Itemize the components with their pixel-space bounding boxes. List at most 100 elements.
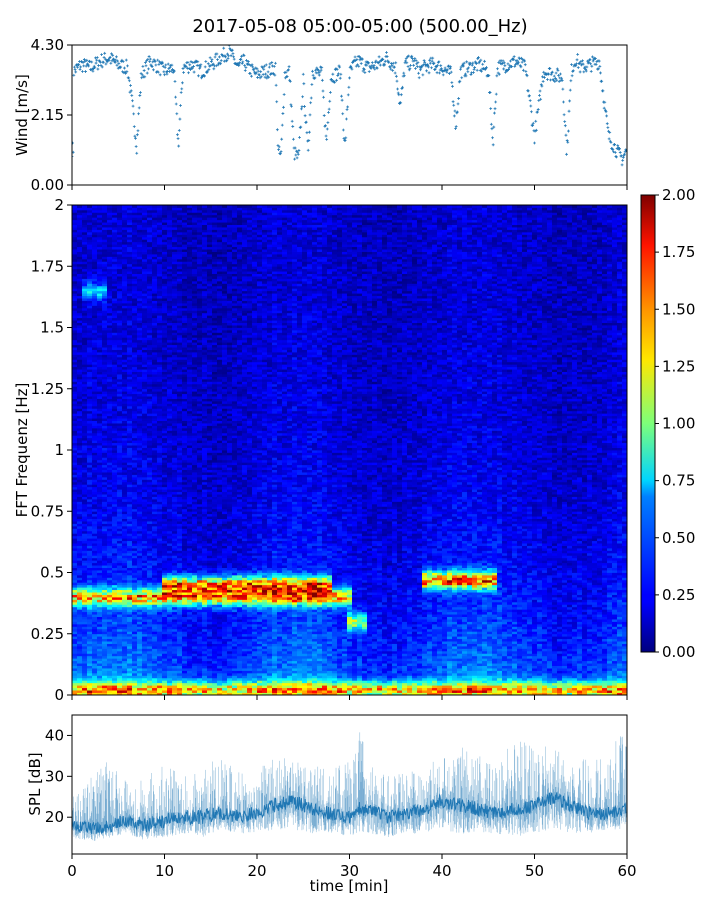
spectrogram-cell <box>147 347 153 350</box>
wind-point <box>375 66 379 70</box>
spectrogram-cell <box>77 486 83 490</box>
spectrogram-cell <box>102 261 108 265</box>
spectrogram-cell <box>152 623 158 627</box>
wind-point <box>414 59 418 63</box>
wind-point <box>299 125 303 129</box>
spectrogram-cell <box>127 349 133 353</box>
wind-point <box>259 70 263 74</box>
spectrogram-cell <box>147 599 153 603</box>
spectrogram-cell <box>157 518 163 522</box>
spectrogram-cell <box>77 207 83 211</box>
wind-point <box>468 61 472 65</box>
wind-point <box>336 74 340 77</box>
spectrogram-cell <box>137 322 143 326</box>
spectrogram-cell <box>117 430 123 434</box>
spectrogram-cell <box>152 356 158 360</box>
spectrogram-cell <box>167 420 173 424</box>
spectrogram-cell <box>137 423 143 426</box>
spectrogram-cell <box>102 565 108 568</box>
spectrogram-cell <box>162 521 168 524</box>
spectrogram-cell <box>152 692 158 695</box>
spectrogram-cell <box>147 229 153 233</box>
spectrogram-cell <box>117 570 123 573</box>
spectrogram-cell <box>152 278 158 282</box>
spectrogram-cell <box>162 413 168 417</box>
spectrogram-cell <box>167 298 173 301</box>
spectrogram-cell <box>72 496 78 500</box>
spectrogram-cell <box>142 401 148 404</box>
spectrogram-cell <box>162 685 168 689</box>
spectrogram-cell <box>117 562 123 566</box>
spectrogram-cell <box>122 641 128 644</box>
spectrogram-cell <box>82 327 88 331</box>
spectrogram-cell <box>132 479 138 483</box>
spectrogram-cell <box>122 623 128 627</box>
wind-point <box>501 61 504 65</box>
spectrogram-cell <box>152 550 158 554</box>
spectrogram-cell <box>117 675 123 679</box>
spectrogram-cell <box>152 268 158 272</box>
spectrogram-cell <box>132 359 138 363</box>
spectrogram-cell <box>132 224 138 228</box>
spectrogram-cell <box>142 680 148 684</box>
spectrogram-cell <box>132 268 138 272</box>
spectrogram-cell <box>77 276 83 279</box>
spectrogram-cell <box>77 300 83 304</box>
spectrogram-cell <box>97 675 103 679</box>
spectrogram-cell <box>97 283 103 287</box>
spectrogram-cell <box>157 359 163 363</box>
spectrogram-cell <box>107 653 113 657</box>
spectrogram-cell <box>97 604 103 608</box>
spectrogram-cell <box>72 354 78 358</box>
spectrogram-cell <box>142 347 148 350</box>
spectrogram-cell <box>77 271 83 274</box>
wind-point <box>547 72 551 76</box>
spectrogram-cell <box>142 670 148 674</box>
spectrogram-cell <box>152 344 158 348</box>
spectrogram-cell <box>127 660 133 664</box>
spectrogram-cell <box>92 244 98 248</box>
spectrogram-cell <box>107 303 113 306</box>
spectrogram-cell <box>137 374 143 377</box>
wind-point <box>480 69 483 73</box>
spectrogram-cell <box>132 440 138 444</box>
spectrogram-cell <box>152 322 158 326</box>
spectrogram-cell <box>172 641 178 644</box>
spectrogram-cell <box>137 552 143 556</box>
spectrogram-cell <box>142 435 148 439</box>
spectrogram-cell <box>167 457 173 461</box>
spectrogram-cell <box>147 548 153 551</box>
spectrogram-cell <box>72 386 78 390</box>
wind-point <box>91 69 95 73</box>
spectrogram-cell <box>107 300 113 304</box>
spectrogram-cell <box>157 623 163 627</box>
spectrogram-cell <box>97 533 103 537</box>
wind-point <box>367 61 371 65</box>
spectrogram-cell <box>172 562 178 566</box>
spectrogram-cell <box>92 680 98 684</box>
wind-point <box>472 71 475 74</box>
spectrogram-cell <box>152 442 158 446</box>
spectrogram-cell <box>112 396 118 399</box>
wind-point <box>94 61 98 65</box>
spectrogram-cell <box>132 317 138 321</box>
spectrogram-cell <box>137 222 143 225</box>
spectrogram-cell <box>147 614 153 617</box>
spectrogram-cell <box>92 594 98 598</box>
spectrogram-cell <box>162 261 168 265</box>
spectrogram-cell <box>152 668 158 671</box>
spectrogram-cell <box>87 601 93 605</box>
spectrogram-cell <box>167 658 173 662</box>
spectrogram-cell <box>112 614 118 617</box>
spectrogram-cell <box>82 401 88 404</box>
spectrogram-cell <box>72 329 78 333</box>
spectrogram-cell <box>127 440 133 444</box>
wind-point <box>267 75 271 79</box>
spectrogram-cell <box>97 467 103 470</box>
spectrogram-cell <box>162 467 168 470</box>
spectrogram-cell <box>157 496 163 500</box>
spectrogram-cell <box>92 376 98 380</box>
spectrogram-cell <box>72 430 78 434</box>
spectrogram-cell <box>147 555 153 559</box>
spectrogram-cell <box>102 533 108 537</box>
